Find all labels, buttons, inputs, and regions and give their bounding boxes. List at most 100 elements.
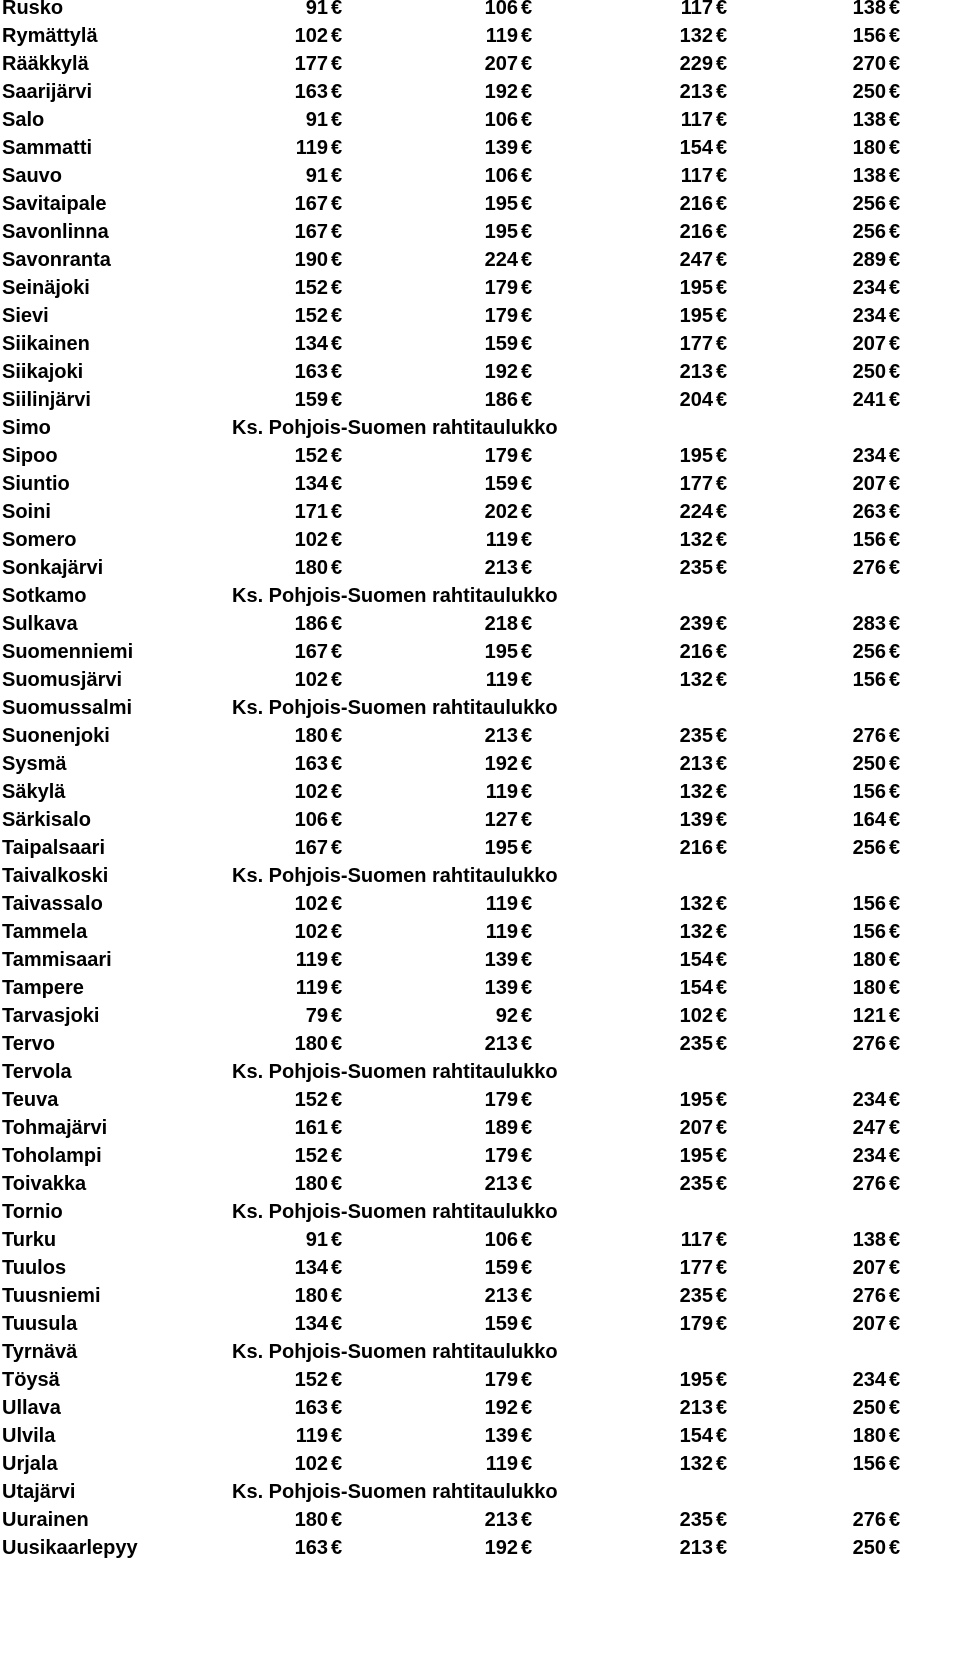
price: 159 — [484, 333, 518, 355]
table-row: Tyrnävä Ks. Pohjois-Suomen rahtitaulukko — [0, 1338, 960, 1366]
municipality-name: Simo — [2, 417, 51, 439]
currency-sign: € — [521, 921, 533, 943]
price: 195 — [484, 193, 518, 215]
table-row: Turku 91 €106 €117 €138 € — [0, 1226, 960, 1254]
price: 195 — [679, 277, 713, 299]
price: 139 — [484, 137, 518, 159]
currency-sign: € — [716, 1089, 728, 1111]
price: 134 — [294, 473, 328, 495]
price: 156 — [852, 921, 886, 943]
price: 163 — [294, 1537, 328, 1559]
municipality-name: Suomenniemi — [2, 641, 134, 663]
currency-sign: € — [521, 809, 533, 831]
municipality-name: Ullava — [2, 1397, 61, 1419]
table-row: Särkisalo 106 €127 €139 €164 € — [0, 806, 960, 834]
price: 132 — [679, 669, 713, 691]
municipality-name: Tyrnävä — [2, 1341, 78, 1363]
price: 180 — [852, 137, 886, 159]
currency-sign: € — [889, 1369, 901, 1391]
municipality-name: Sipoo — [2, 445, 58, 467]
currency-sign: € — [521, 501, 533, 523]
currency-sign: € — [331, 1033, 343, 1055]
currency-sign: € — [331, 1229, 343, 1251]
currency-sign: € — [521, 193, 533, 215]
currency-sign: € — [889, 1033, 901, 1055]
price: 195 — [484, 641, 518, 663]
price: 132 — [679, 25, 713, 47]
currency-sign: € — [521, 977, 533, 999]
currency-sign: € — [521, 1313, 533, 1335]
table-row: Siikainen 134 €159 €177 €207 € — [0, 330, 960, 358]
currency-sign: € — [716, 529, 728, 551]
price: 159 — [294, 389, 328, 411]
price: 256 — [852, 641, 886, 663]
price: 138 — [852, 0, 886, 19]
currency-sign: € — [716, 1369, 728, 1391]
price: 207 — [679, 1117, 713, 1139]
currency-sign: € — [716, 977, 728, 999]
price: 156 — [852, 1453, 886, 1475]
price: 119 — [485, 781, 518, 803]
currency-sign: € — [889, 1089, 901, 1111]
table-row: Sonkajärvi 180 €213 €235 €276 € — [0, 554, 960, 582]
municipality-name: Ulvila — [2, 1425, 56, 1447]
table-row: Tervo 180 €213 €235 €276 € — [0, 1030, 960, 1058]
table-row: Uusikaarlepyy 163 €192 €213 €250 € — [0, 1534, 960, 1562]
price: 218 — [484, 613, 518, 635]
municipality-name: Suomussalmi — [2, 697, 133, 719]
price: 119 — [295, 977, 328, 999]
price: 138 — [852, 109, 886, 131]
price: 132 — [679, 893, 713, 915]
currency-sign: € — [331, 557, 343, 579]
table-row: Tuusniemi 180 €213 €235 €276 € — [0, 1282, 960, 1310]
municipality-name: Taivalkoski — [2, 865, 109, 887]
price: 179 — [484, 1145, 518, 1167]
price: 159 — [484, 473, 518, 495]
currency-sign: € — [716, 305, 728, 327]
municipality-name: Tervola — [2, 1061, 72, 1083]
currency-sign: € — [716, 641, 728, 663]
currency-sign: € — [331, 1313, 343, 1335]
municipality-name: Tornio — [2, 1201, 63, 1223]
table-row: Töysä 152 €179 €195 €234 € — [0, 1366, 960, 1394]
municipality-name: Savonranta — [2, 249, 111, 271]
price: 152 — [294, 1089, 328, 1111]
currency-sign: € — [331, 137, 343, 159]
price: 235 — [679, 1173, 713, 1195]
currency-sign: € — [716, 333, 728, 355]
price: 179 — [484, 1089, 518, 1111]
currency-sign: € — [331, 445, 343, 467]
currency-sign: € — [889, 753, 901, 775]
currency-sign: € — [889, 1145, 901, 1167]
municipality-name: Rusko — [2, 0, 64, 19]
price: 207 — [852, 1313, 886, 1335]
price: 132 — [679, 1453, 713, 1475]
currency-sign: € — [716, 949, 728, 971]
price: 234 — [852, 445, 886, 467]
price: 91 — [305, 165, 328, 187]
price: 195 — [484, 837, 518, 859]
reference-note: Ks. Pohjois-Suomen rahtitaulukko — [232, 865, 558, 887]
currency-sign: € — [521, 1509, 533, 1531]
currency-sign: € — [521, 725, 533, 747]
currency-sign: € — [716, 1117, 728, 1139]
price: 119 — [485, 921, 518, 943]
currency-sign: € — [331, 1397, 343, 1419]
currency-sign: € — [521, 1145, 533, 1167]
price: 180 — [294, 1285, 328, 1307]
table-row: Tammela 102 €119 €132 €156 € — [0, 918, 960, 946]
municipality-name: Säkylä — [2, 781, 66, 803]
currency-sign: € — [716, 137, 728, 159]
table-row: Savonlinna 167 €195 €216 €256 € — [0, 218, 960, 246]
currency-sign: € — [331, 1173, 343, 1195]
table-row: Sysmä 163 €192 €213 €250 € — [0, 750, 960, 778]
municipality-name: Tervo — [2, 1033, 55, 1055]
price: 132 — [679, 781, 713, 803]
price: 179 — [484, 445, 518, 467]
municipality-name: Taivassalo — [2, 893, 103, 915]
price: 247 — [679, 249, 713, 271]
price: 235 — [679, 1033, 713, 1055]
currency-sign: € — [521, 445, 533, 467]
currency-sign: € — [889, 781, 901, 803]
table-row: Suomenniemi 167 €195 €216 €256 € — [0, 638, 960, 666]
